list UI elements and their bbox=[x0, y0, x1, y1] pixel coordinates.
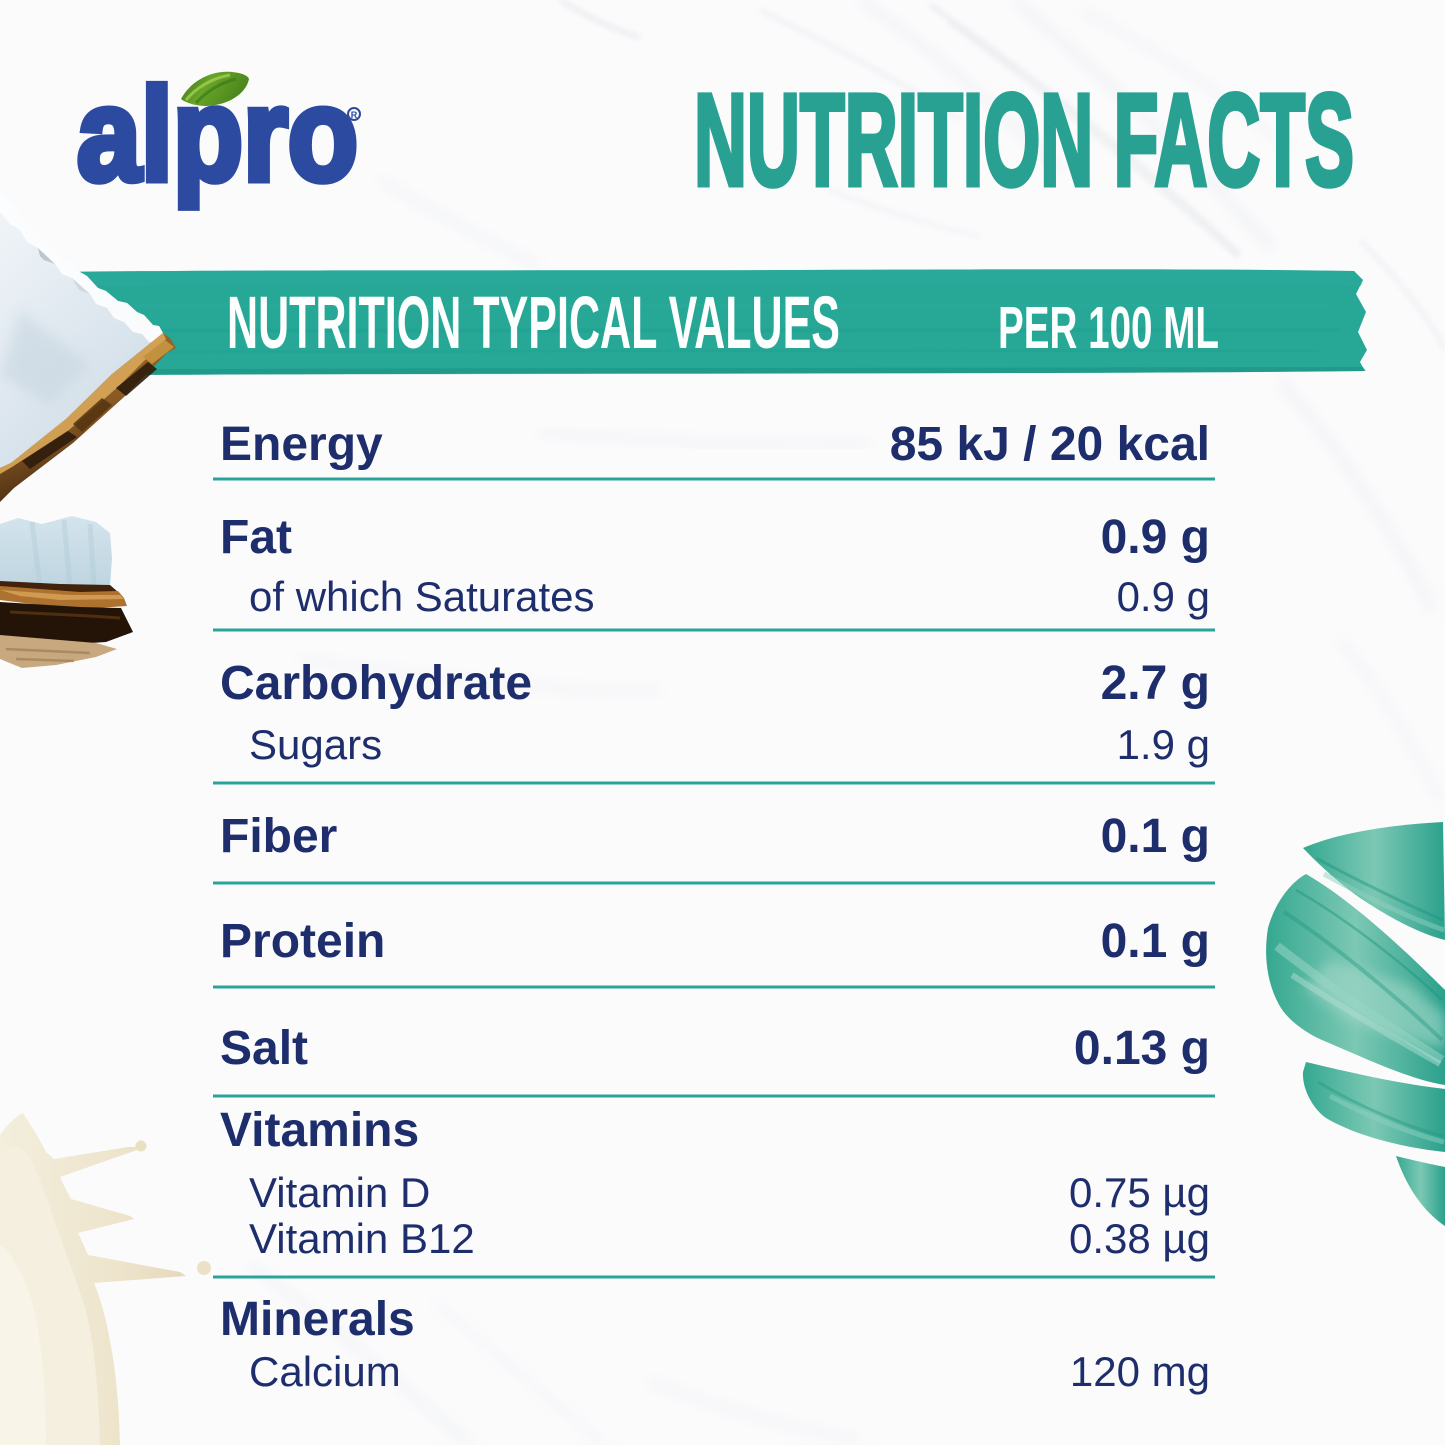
svg-text:0.13 g: 0.13 g bbox=[1074, 1022, 1210, 1075]
svg-text:NUTRITION TYPICAL VALUES: NUTRITION TYPICAL VALUES bbox=[227, 281, 840, 364]
svg-text:0.75 µg: 0.75 µg bbox=[1069, 1169, 1210, 1216]
svg-text:Vitamin B12: Vitamin B12 bbox=[249, 1215, 475, 1262]
svg-text:of which Saturates: of which Saturates bbox=[249, 573, 595, 620]
svg-text:Fiber: Fiber bbox=[220, 810, 337, 863]
svg-text:Sugars: Sugars bbox=[249, 721, 382, 768]
svg-text:R: R bbox=[351, 110, 358, 120]
svg-text:PER 100 ML: PER 100 ML bbox=[998, 295, 1219, 361]
svg-text:Fat: Fat bbox=[220, 511, 292, 564]
svg-text:Minerals: Minerals bbox=[220, 1293, 415, 1346]
svg-text:85 kJ / 20 kcal: 85 kJ / 20 kcal bbox=[890, 418, 1210, 471]
svg-text:Salt: Salt bbox=[220, 1022, 308, 1075]
svg-text:Protein: Protein bbox=[220, 915, 385, 968]
svg-text:Energy: Energy bbox=[220, 418, 383, 471]
svg-text:Vitamins: Vitamins bbox=[220, 1104, 419, 1157]
svg-text:120 mg: 120 mg bbox=[1070, 1348, 1210, 1395]
svg-text:0.9 g: 0.9 g bbox=[1101, 511, 1210, 564]
svg-text:0.38 µg: 0.38 µg bbox=[1069, 1215, 1210, 1262]
svg-text:0.9 g: 0.9 g bbox=[1117, 573, 1210, 620]
svg-text:0.1 g: 0.1 g bbox=[1101, 810, 1210, 863]
svg-text:NUTRITION FACTS: NUTRITION FACTS bbox=[694, 66, 1354, 213]
svg-text:1.9 g: 1.9 g bbox=[1117, 721, 1210, 768]
svg-text:0.1 g: 0.1 g bbox=[1101, 915, 1210, 968]
svg-text:2.7 g: 2.7 g bbox=[1101, 657, 1210, 710]
svg-text:Calcium: Calcium bbox=[249, 1348, 401, 1395]
svg-text:Carbohydrate: Carbohydrate bbox=[220, 657, 532, 710]
svg-text:Vitamin D: Vitamin D bbox=[249, 1169, 430, 1216]
